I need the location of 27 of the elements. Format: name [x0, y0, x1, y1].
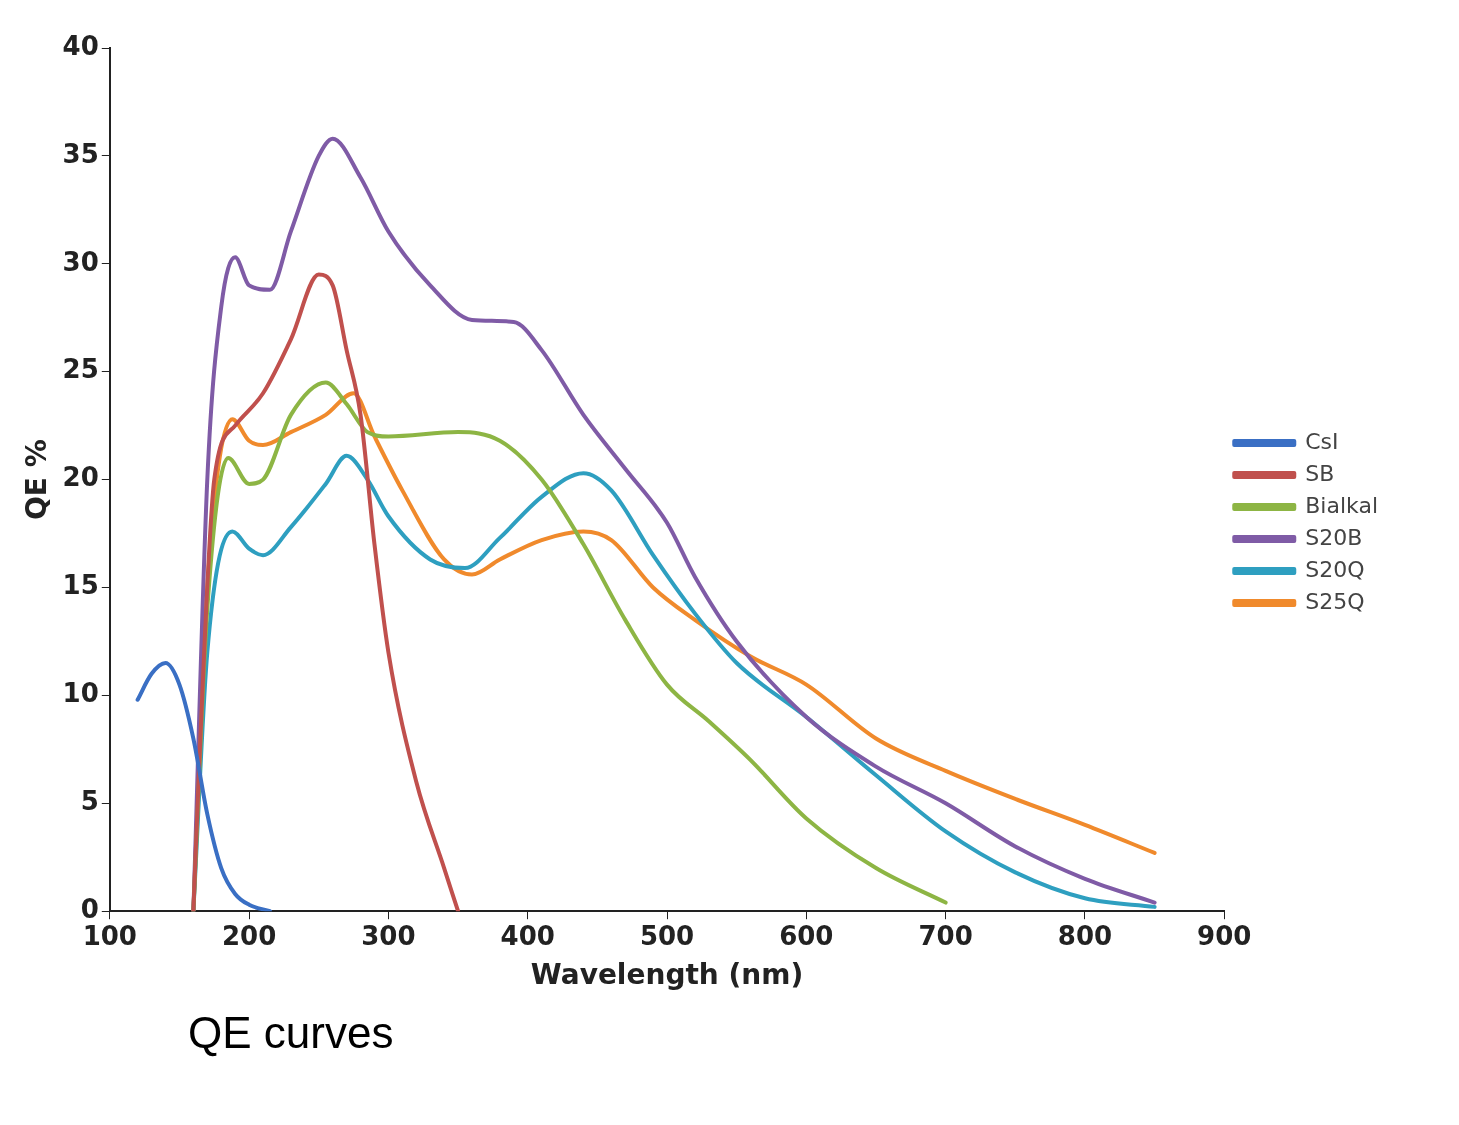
x-tick-label: 600 [779, 920, 834, 951]
x-axis-title: Wavelength (nm) [530, 958, 804, 992]
x-tick-label: 700 [918, 920, 973, 951]
y-tick-label: 40 [62, 30, 99, 61]
legend-label: CsI [1305, 428, 1339, 454]
y-axis-title: QE % [20, 439, 54, 520]
legend-label: SB [1305, 460, 1335, 486]
line-series [135, 661, 272, 912]
y-tick-label: 10 [62, 678, 99, 709]
y-tick-label: 35 [62, 138, 99, 169]
legend-label: Bialkal [1305, 492, 1378, 518]
x-tick-label: 200 [221, 920, 277, 951]
y-tick-label: 30 [62, 246, 99, 277]
legend-label: S20Q [1305, 556, 1365, 582]
y-tick-label: 20 [62, 462, 99, 493]
legend-label: S20B [1305, 524, 1363, 550]
x-tick-label: 500 [639, 920, 695, 951]
x-tick-label: 400 [500, 920, 555, 951]
x-tick-label: 900 [1197, 920, 1252, 951]
legend-label: S25Q [1305, 588, 1365, 614]
line-series [191, 272, 461, 912]
y-tick-label: 5 [80, 786, 99, 817]
y-tick-label: 15 [62, 570, 99, 601]
y-tick-label: 25 [62, 354, 99, 385]
x-tick-label: 800 [1057, 920, 1113, 951]
text: QE curves [188, 1008, 395, 1058]
x-tick-label: 300 [361, 920, 416, 951]
